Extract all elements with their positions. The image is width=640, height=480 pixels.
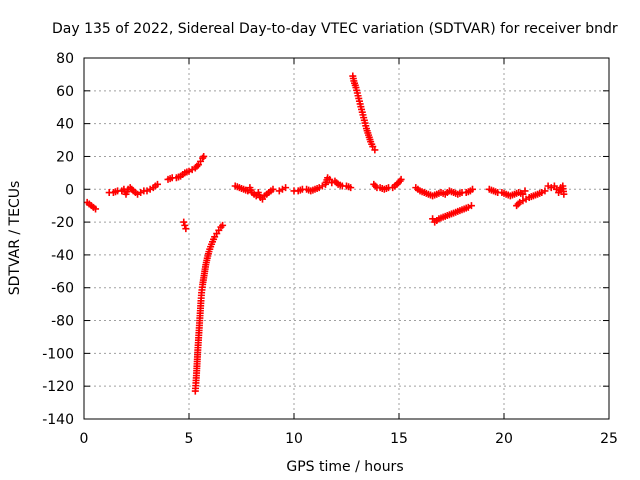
data-point bbox=[467, 202, 475, 210]
data-point bbox=[469, 185, 476, 193]
y-tick-label: 0 bbox=[65, 182, 74, 198]
data-point bbox=[219, 221, 227, 229]
data-point bbox=[371, 182, 379, 190]
y-tick-label: 80 bbox=[56, 51, 74, 67]
x-axis-label: GPS time / hours bbox=[286, 459, 403, 475]
data-point bbox=[181, 221, 189, 229]
data-point bbox=[193, 162, 201, 170]
data-point bbox=[180, 218, 188, 226]
y-tick-label: -20 bbox=[51, 215, 74, 231]
data-point bbox=[397, 175, 405, 183]
x-tick-label: 15 bbox=[390, 431, 408, 447]
data-point bbox=[269, 185, 277, 193]
data-point bbox=[282, 184, 290, 192]
data-point bbox=[154, 180, 161, 188]
data-point bbox=[541, 187, 549, 195]
x-tick-label: 20 bbox=[495, 431, 513, 447]
y-tick-label: -140 bbox=[42, 412, 74, 428]
y-tick-label: -60 bbox=[51, 281, 74, 297]
y-tick-label: -120 bbox=[42, 379, 74, 395]
y-axis-label: SDTVAR / TECUs bbox=[7, 181, 23, 296]
x-tick-label: 25 bbox=[600, 431, 618, 447]
data-point bbox=[371, 146, 379, 154]
y-tick-label: -40 bbox=[51, 248, 74, 264]
x-tick-label: 0 bbox=[80, 431, 89, 447]
data-point bbox=[92, 205, 100, 213]
y-tick-label: 20 bbox=[56, 149, 74, 165]
y-tick-label: -100 bbox=[42, 346, 74, 362]
data-point bbox=[514, 200, 522, 208]
y-tick-label: -80 bbox=[51, 314, 74, 330]
chart-title: Day 135 of 2022, Sidereal Day-to-day VTE… bbox=[52, 21, 618, 37]
y-tick-label: 60 bbox=[56, 84, 74, 100]
y-tick-label: 40 bbox=[56, 117, 74, 133]
data-point bbox=[182, 225, 190, 233]
grid-lines bbox=[84, 58, 609, 419]
plot-frame bbox=[83, 57, 610, 420]
data-point bbox=[560, 190, 568, 198]
data-point bbox=[347, 184, 355, 192]
data-point bbox=[521, 187, 529, 195]
x-tick-label: 10 bbox=[285, 431, 303, 447]
data-points bbox=[83, 72, 568, 395]
data-point bbox=[200, 152, 208, 160]
axis-ticks: -140 -120 -100 -80 -60 -40 -20 0 20 40 60 80 0 5 10 15 2… bbox=[42, 51, 618, 447]
x-tick-label: 5 bbox=[185, 431, 194, 447]
